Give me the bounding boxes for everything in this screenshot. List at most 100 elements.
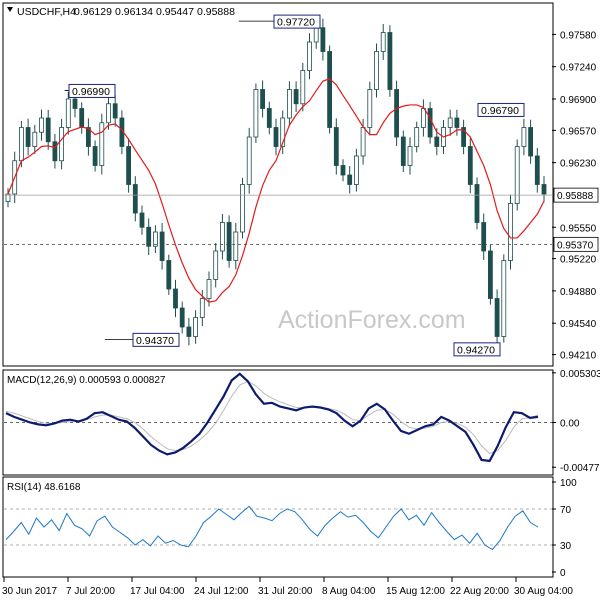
candle-body — [246, 136, 252, 185]
candle-body — [139, 212, 145, 228]
candle-body — [59, 127, 64, 162]
price-tag-box — [553, 187, 599, 203]
ohlc-open: 0.96129 — [74, 6, 112, 18]
candle-body — [508, 203, 513, 261]
rsi-label: RSI(14) 48.6168 — [7, 482, 81, 493]
candle-body — [18, 127, 24, 162]
candle-body — [280, 117, 286, 147]
price-tick-label: 0.95550 — [560, 223, 597, 234]
macd-series-macd — [5, 372, 539, 463]
rsi-tick-label: 100 — [560, 478, 577, 489]
x-tick-label: 30 Aug 04:00 — [514, 586, 573, 597]
x-tick-label: 17 Jul 04:00 — [130, 586, 185, 597]
candle-body — [179, 307, 185, 328]
candle-body — [92, 146, 98, 166]
candle-body — [327, 51, 333, 128]
candle-body — [340, 165, 346, 176]
candle-body — [501, 260, 507, 337]
candle-body — [152, 231, 158, 247]
candle-body — [528, 127, 533, 157]
candle-body — [320, 27, 326, 52]
candle-body — [394, 89, 400, 138]
macd-tick-label: 0.00 — [560, 419, 580, 430]
ohlc-close: 0.95888 — [197, 6, 235, 18]
annotation-box — [68, 83, 116, 98]
price-tag-label: 0.95888 — [557, 191, 594, 202]
price-layer: 0.96990 0.97720 0.94370 0.96790 0.94270 — [4, 14, 552, 357]
dropdown-triangle-icon[interactable] — [7, 7, 13, 12]
macd-layer — [4, 372, 552, 463]
candle-body — [380, 32, 386, 52]
macd-series-signal — [5, 380, 539, 454]
x-tick-label: 22 Aug 20:00 — [450, 586, 509, 597]
candle-body — [313, 27, 319, 43]
candle-body — [106, 103, 111, 124]
candle-body — [193, 317, 199, 337]
candle-body — [260, 89, 266, 109]
candle-body — [286, 89, 292, 119]
rsi-line — [5, 505, 539, 551]
price-tag-label: 0.95370 — [557, 240, 594, 251]
annotation-box — [477, 102, 525, 117]
annotation-label: 0.94270 — [457, 344, 495, 356]
candle-body — [307, 41, 312, 71]
candle-body — [39, 117, 44, 133]
annotation-label: 0.97720 — [277, 17, 315, 29]
price-tag-box — [553, 236, 599, 252]
candle-body — [447, 117, 453, 128]
annotation-box — [453, 342, 501, 357]
candle-body — [387, 32, 393, 90]
candle-body — [347, 174, 353, 185]
price-tick-label: 0.95220 — [560, 255, 597, 266]
annotation-box — [132, 332, 180, 347]
candle-body — [32, 131, 38, 147]
candle-body — [166, 260, 172, 290]
candle-body — [79, 108, 85, 128]
candle-body — [213, 250, 219, 280]
watermark: ActionForex.com — [278, 306, 466, 334]
candle-body — [52, 141, 58, 162]
moving-average-line — [7, 78, 545, 303]
candle-body — [461, 127, 467, 147]
candle-body — [293, 89, 299, 105]
candle-body — [514, 146, 520, 204]
annotation-label: 0.96790 — [481, 105, 519, 117]
candle-body — [467, 146, 473, 185]
candle-body — [45, 117, 51, 143]
candle-body — [414, 127, 420, 147]
candle-body — [65, 98, 71, 128]
x-tick-label: 15 Aug 12:00 — [386, 586, 445, 597]
price-tick-label: 0.96900 — [560, 95, 597, 106]
candle-body — [146, 226, 152, 247]
x-tick-label: 8 Aug 04:00 — [322, 586, 376, 597]
candle-body — [481, 222, 487, 252]
symbol-label: USDCHF,H4 — [17, 6, 76, 18]
candle-body — [434, 136, 440, 147]
candle-body — [494, 298, 500, 337]
price-tick-label: 0.94880 — [560, 287, 597, 298]
candle-body — [99, 122, 105, 166]
candle-body — [534, 155, 540, 185]
candle-body — [541, 184, 547, 195]
candle-body — [159, 231, 165, 261]
candle-body — [454, 117, 460, 128]
candle-body — [487, 250, 493, 299]
x-tick-label: 7 Jul 20:00 — [66, 586, 115, 597]
candle-body — [86, 127, 91, 147]
candle-body — [199, 298, 205, 318]
candle-body — [273, 127, 279, 147]
candle-body — [420, 108, 426, 128]
annotation-label: 0.96990 — [72, 86, 110, 98]
candle-body — [240, 184, 245, 233]
rsi-tick-label: 30 — [560, 541, 572, 552]
candle-body — [226, 222, 232, 261]
candle-body — [173, 288, 178, 309]
candle-body — [333, 127, 339, 166]
price-tick-label: 0.96230 — [560, 159, 597, 170]
rsi-layer — [4, 505, 552, 551]
price-panel-frame — [2, 2, 554, 367]
x-tick-label: 31 Jul 20:00 — [258, 586, 313, 597]
candle-body — [112, 103, 118, 119]
candle-body — [266, 108, 272, 128]
